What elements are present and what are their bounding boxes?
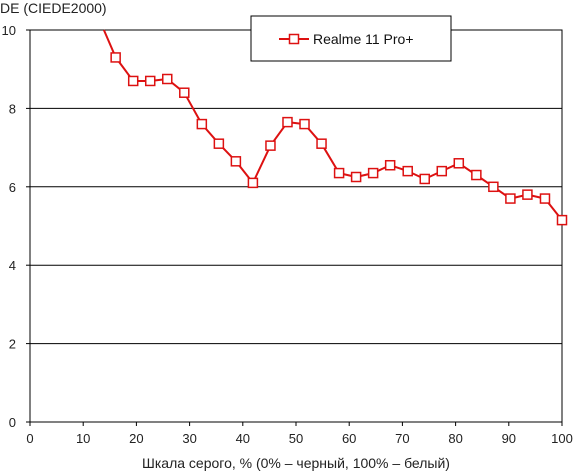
plot-background	[30, 30, 562, 422]
y-tick-label: 2	[9, 337, 16, 352]
x-tick-label: 30	[182, 431, 196, 446]
data-point-marker	[402, 165, 413, 177]
data-point-marker	[127, 75, 139, 87]
y-axis-ticks: 0 2 4 6 8 10	[2, 23, 30, 430]
data-point-marker	[471, 169, 482, 181]
x-tick-label: 10	[76, 431, 90, 446]
legend-marker-swatch	[288, 33, 300, 45]
data-point-marker	[333, 167, 345, 179]
data-point-marker	[350, 171, 362, 183]
data-point-marker	[230, 156, 242, 167]
data-point-marker	[539, 193, 551, 204]
x-tick-label: 70	[395, 431, 409, 446]
gridlines	[30, 107, 562, 345]
data-point-marker	[505, 193, 516, 204]
x-axis-title: Шкала серого, % (0% – черный, 100% – бел…	[142, 455, 450, 471]
data-point-marker	[419, 173, 430, 185]
data-point-marker	[384, 159, 396, 171]
y-tick-label: 0	[9, 415, 16, 430]
data-point-marker	[453, 158, 465, 169]
x-tick-label: 90	[502, 431, 516, 446]
data-point-marker	[213, 138, 225, 149]
x-tick-label: 80	[448, 431, 462, 446]
data-point-marker	[247, 177, 259, 189]
x-tick-label: 40	[236, 431, 250, 446]
data-point-marker	[436, 165, 448, 177]
data-point-marker	[556, 214, 568, 226]
series-group	[102, 29, 568, 226]
x-tick-label: 0	[26, 431, 33, 446]
data-point-marker	[522, 189, 533, 200]
y-tick-label: 8	[9, 101, 16, 116]
y-tick-label: 4	[9, 258, 16, 273]
data-point-marker	[265, 140, 276, 151]
data-point-marker	[488, 181, 499, 193]
data-point-marker	[316, 138, 327, 149]
data-point-marker	[179, 87, 190, 98]
data-point-marker	[299, 118, 310, 130]
data-point-marker	[144, 75, 156, 87]
x-tick-label: 100	[551, 431, 573, 446]
x-tick-label: 20	[129, 431, 143, 446]
data-point-marker	[367, 167, 379, 179]
legend-series-label: Realme 11 Pro+	[313, 31, 414, 47]
data-point-marker	[162, 73, 173, 85]
series-line	[102, 29, 563, 221]
y-tick-label: 10	[2, 23, 16, 38]
x-axis-ticks: 0 10 20 30 40 50 60 70 80 90 100	[26, 422, 573, 446]
data-point-marker	[282, 116, 293, 128]
x-tick-label: 50	[289, 431, 303, 446]
x-tick-label: 60	[342, 431, 356, 446]
y-axis-title: DE (CIEDE2000)	[0, 0, 107, 16]
data-point-marker	[196, 118, 208, 130]
legend: Realme 11 Pro+	[250, 15, 452, 62]
data-point-marker	[110, 52, 121, 63]
y-tick-label: 6	[9, 180, 16, 195]
